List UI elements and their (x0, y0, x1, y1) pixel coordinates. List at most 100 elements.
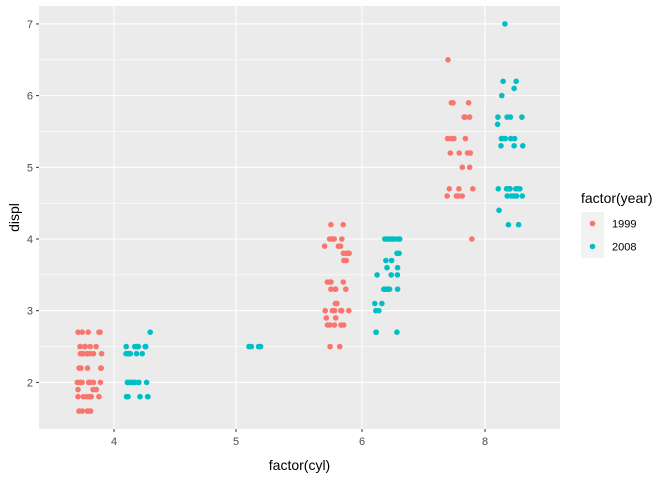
data-point (137, 393, 143, 400)
legend: factor(year) 1999 2008 (581, 190, 653, 258)
data-point (376, 307, 382, 314)
data-point (332, 315, 339, 321)
data-point (327, 343, 333, 350)
data-point (372, 300, 378, 307)
data-point (326, 236, 333, 242)
x-tick-label: 5 (233, 436, 239, 448)
data-point (147, 329, 153, 336)
data-point (387, 236, 394, 242)
data-point (519, 114, 525, 120)
data-point (143, 379, 150, 386)
data-point (133, 350, 140, 357)
data-point (77, 343, 83, 350)
data-point (504, 193, 511, 199)
legend-key-point (589, 243, 596, 250)
data-point (394, 250, 400, 257)
data-point (388, 272, 395, 278)
data-point (505, 221, 512, 228)
data-point (331, 236, 338, 242)
data-point (519, 193, 526, 199)
data-point (339, 236, 345, 242)
data-point (139, 350, 145, 357)
data-point (323, 315, 330, 321)
data-point (513, 78, 519, 85)
data-point (444, 193, 451, 199)
data-point (132, 343, 138, 350)
data-point (511, 143, 517, 149)
x-axis-title: factor(cyl) (269, 457, 330, 473)
data-point (85, 379, 92, 386)
data-point (88, 393, 95, 400)
data-point (343, 257, 350, 264)
data-point (515, 221, 522, 228)
y-tick-label: 4 (27, 234, 33, 246)
data-point (75, 393, 81, 400)
data-point (462, 135, 469, 142)
y-tick-label: 2 (27, 377, 33, 389)
data-point (502, 135, 509, 142)
legend-key-point (589, 220, 596, 227)
data-point (130, 379, 137, 386)
legend-label: 2008 (612, 242, 636, 254)
data-point (123, 343, 129, 350)
data-point (466, 114, 473, 120)
data-point (74, 379, 81, 386)
data-point (340, 279, 347, 285)
y-axis-ticks: 2 3 4 5 6 7 (27, 19, 39, 389)
data-point (394, 264, 401, 271)
data-point (335, 243, 342, 249)
data-point (321, 243, 328, 249)
data-point (329, 307, 336, 314)
data-point (328, 286, 334, 293)
data-point (84, 408, 91, 414)
data-point (90, 386, 96, 393)
data-point (145, 393, 151, 400)
data-point (469, 236, 475, 242)
data-point (84, 350, 91, 357)
data-point (388, 257, 395, 264)
data-point (90, 350, 97, 357)
data-point (470, 186, 476, 192)
data-point (84, 365, 91, 371)
data-point (465, 100, 472, 106)
y-tick-label: 5 (27, 162, 33, 174)
data-point (340, 221, 347, 228)
x-tick-label: 4 (111, 436, 117, 448)
data-point (511, 85, 517, 92)
data-point (255, 343, 262, 350)
legend-keys: 1999 2008 (581, 212, 636, 258)
data-point (506, 186, 512, 192)
data-point (79, 350, 85, 357)
data-point (338, 322, 344, 328)
data-point (248, 343, 255, 350)
data-point (495, 114, 501, 120)
data-point (445, 57, 451, 63)
data-point (504, 114, 510, 120)
data-point (517, 186, 523, 192)
data-point (79, 408, 86, 414)
y-tick-label: 7 (27, 19, 33, 31)
data-point (379, 300, 385, 307)
data-point (328, 279, 334, 285)
data-point (446, 186, 453, 192)
data-point (336, 343, 343, 350)
data-point (394, 286, 401, 293)
data-point (394, 329, 400, 336)
x-axis-ticks: 4 5 6 8 (111, 429, 488, 448)
data-point (373, 329, 380, 336)
data-point (500, 78, 506, 85)
x-tick-label: 8 (482, 436, 488, 448)
data-point (98, 365, 104, 371)
data-point (447, 150, 454, 156)
data-point (332, 286, 339, 293)
data-point (520, 143, 526, 149)
data-point (80, 393, 87, 400)
data-point (467, 150, 474, 156)
data-point (507, 135, 514, 142)
data-point (79, 329, 85, 336)
data-point (75, 329, 81, 336)
data-point (78, 365, 84, 371)
minor-gridlines (39, 59, 560, 347)
data-point (334, 300, 340, 307)
